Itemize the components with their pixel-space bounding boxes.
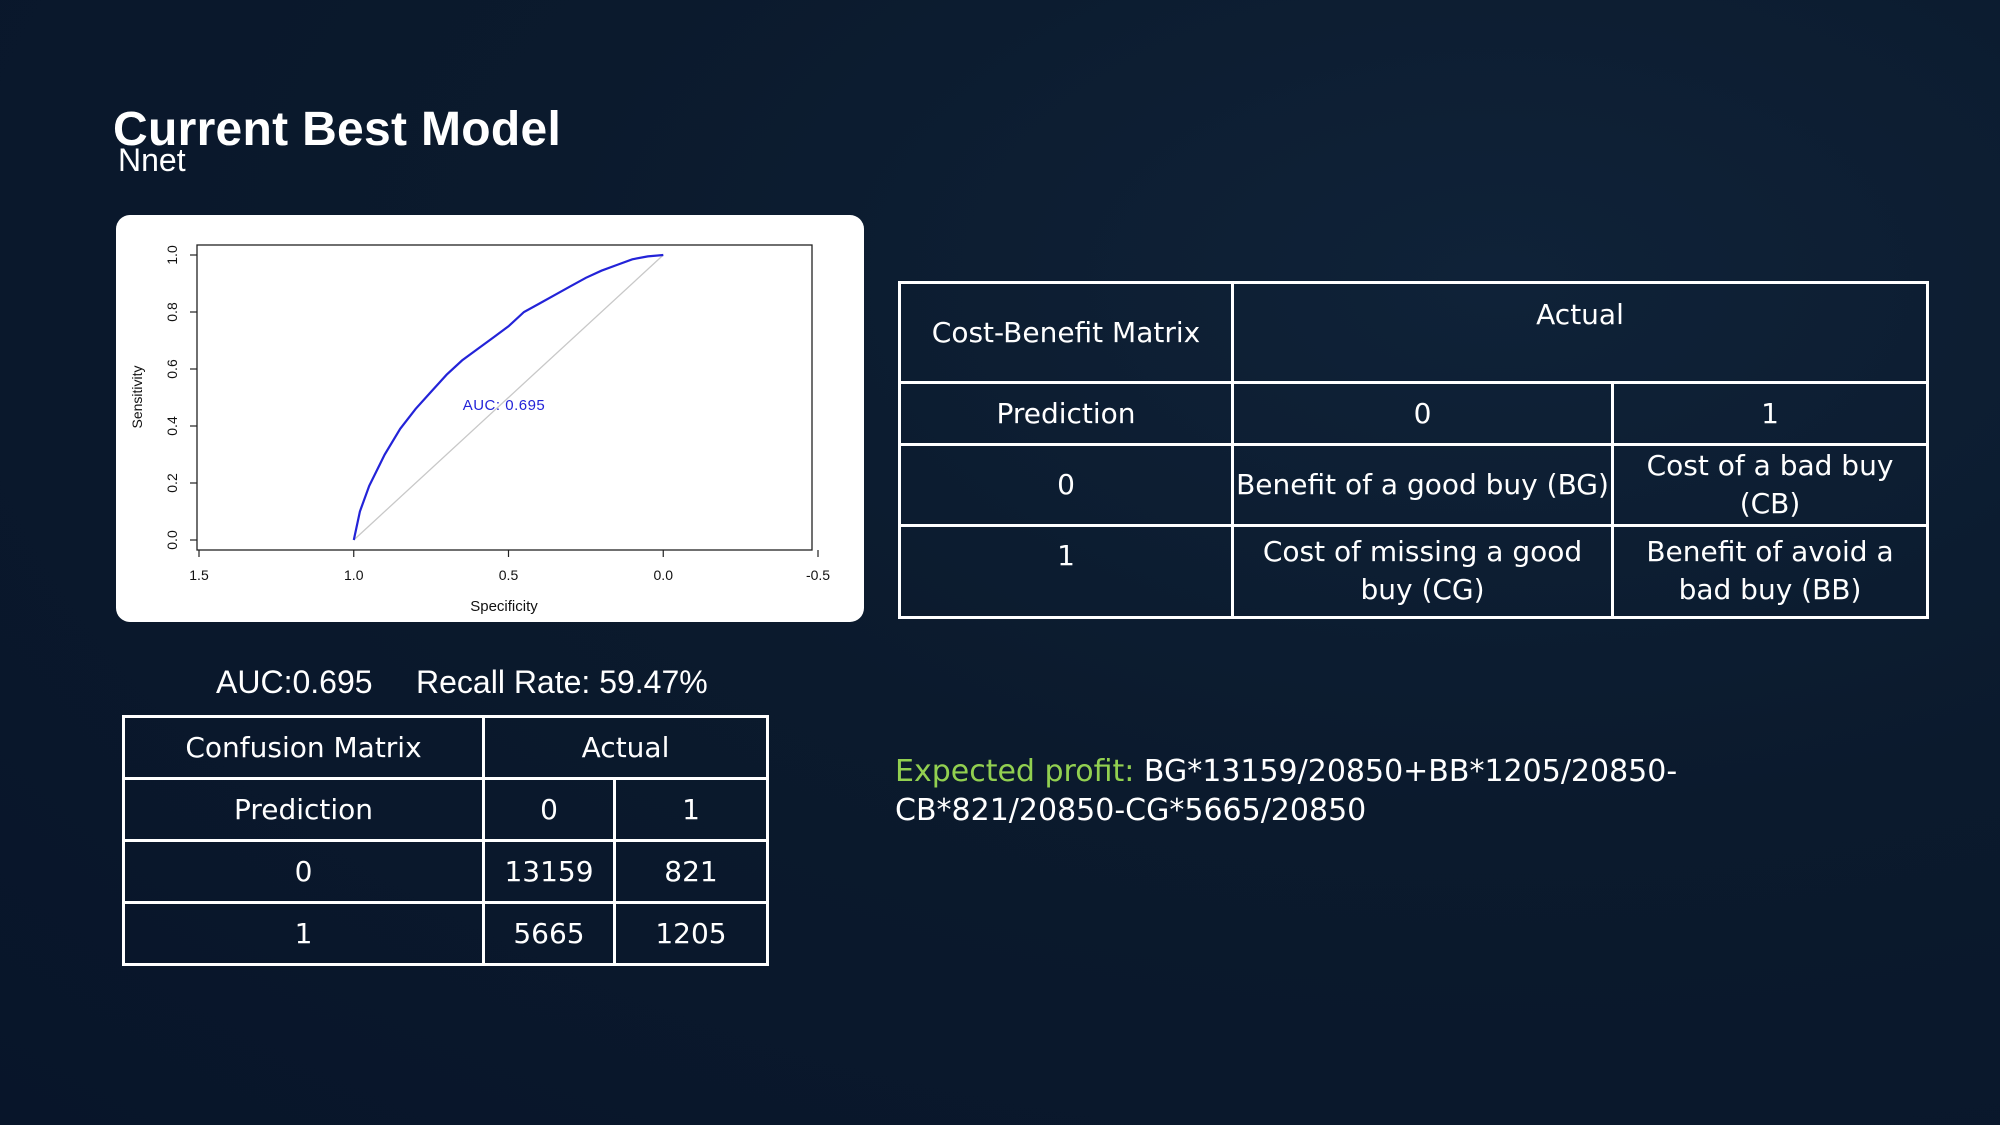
cell-fp: 5665 — [482, 901, 616, 966]
actual-col-1: 1 — [613, 777, 769, 842]
confusion-matrix-title: Confusion Matrix — [122, 715, 485, 780]
cell-tp: 1205 — [613, 901, 769, 966]
y-tick-label: 0.6 — [164, 359, 180, 379]
expected-profit-formula: BG*13159/20850+BB*1205/20850-CB*821/2085… — [895, 754, 1678, 828]
prediction-row-0: 0 — [122, 839, 485, 904]
plot-frame — [196, 244, 813, 551]
roc-curve — [352, 253, 664, 541]
cost-benefit-table: Cost-Benefit Matrix Actual Prediction 0 … — [898, 281, 1929, 619]
x-tick-label: 1.5 — [189, 567, 209, 583]
actual-col-0: 0 — [482, 777, 616, 842]
expected-profit-label: Expected profit: — [895, 754, 1135, 789]
x-tick-label: 0.0 — [654, 567, 674, 583]
auc-annotation: AUC: 0.695 — [463, 397, 546, 414]
actual-header: Actual — [482, 715, 769, 780]
auc-metric: AUC:0.695 — [216, 664, 373, 700]
prediction-header: Prediction — [122, 777, 485, 842]
table-row: Prediction 0 1 — [122, 777, 769, 842]
table-row: Prediction 0 1 — [898, 381, 1929, 446]
expected-profit: Expected profit: BG*13159/20850+BB*1205/… — [895, 752, 1895, 830]
y-axis-label: Sensitivity — [129, 365, 145, 428]
table-row: Confusion Matrix Actual — [122, 715, 769, 780]
x-tick-label: 0.5 — [499, 567, 519, 583]
prediction-row-1: 1 — [122, 901, 485, 966]
cell-cg: Cost of missing a good buy (CG) — [1231, 523, 1614, 619]
page-title: Current Best Model — [113, 103, 562, 156]
recall-metric: Recall Rate: 59.47% — [416, 664, 708, 700]
cost-benefit-title: Cost-Benefit Matrix — [898, 281, 1234, 384]
roc-chart: 1.5 1.0 0.5 0.0 -0.5 0.0 0.2 0.4 0.6 0.8 1.0 AUC:… — [129, 244, 830, 615]
cell-cb: Cost of a bad buy (CB) — [1611, 443, 1929, 527]
cell-bb: Benefit of avoid a bad buy (BB) — [1611, 523, 1929, 619]
actual-col-0: 0 — [1231, 381, 1614, 446]
y-tick-label: 0.8 — [164, 302, 180, 322]
prediction-row-0: 0 — [898, 443, 1234, 527]
x-tick-label: -0.5 — [806, 567, 830, 583]
cell-fn: 821 — [613, 839, 769, 904]
table-row: 1 Cost of missing a good buy (CG) Benefi… — [898, 523, 1929, 619]
cell-tn: 13159 — [482, 839, 616, 904]
actual-col-1: 1 — [1611, 381, 1929, 446]
table-row: 0 13159 821 — [122, 839, 769, 904]
reference-diagonal — [353, 254, 664, 541]
roc-chart-card: 1.5 1.0 0.5 0.0 -0.5 0.0 0.2 0.4 0.6 0.8 1.0 AUC:… — [116, 215, 864, 622]
x-axis-label: Specificity — [470, 598, 538, 615]
confusion-matrix-table: Confusion Matrix Actual Prediction 0 1 0… — [122, 715, 769, 966]
table-row: Cost-Benefit Matrix Actual — [898, 281, 1929, 384]
prediction-row-1: 1 — [898, 523, 1234, 619]
actual-header: Actual — [1231, 281, 1929, 384]
table-row: 0 Benefit of a good buy (BG) Cost of a b… — [898, 443, 1929, 527]
table-row: 1 5665 1205 — [122, 901, 769, 966]
cell-bg: Benefit of a good buy (BG) — [1231, 443, 1614, 527]
y-tick-label: 0.2 — [164, 473, 180, 493]
x-tick-label: 1.0 — [344, 567, 364, 583]
y-tick-label: 0.4 — [164, 416, 180, 436]
y-tick-label: 0.0 — [164, 530, 180, 550]
prediction-header: Prediction — [898, 381, 1234, 446]
model-name: Nnet — [118, 142, 186, 178]
y-tick-label: 1.0 — [164, 245, 180, 265]
